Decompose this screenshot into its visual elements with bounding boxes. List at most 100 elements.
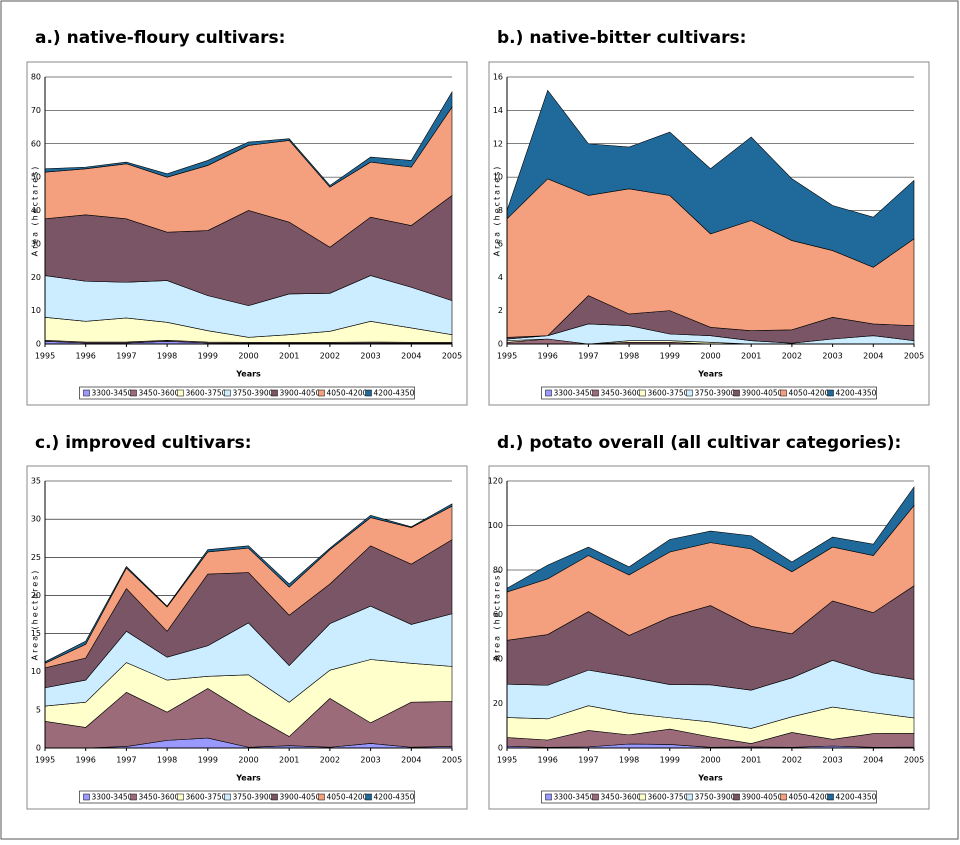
legend-swatch <box>318 793 325 801</box>
legend-swatch <box>177 793 184 801</box>
x-tick-label: 1998 <box>619 756 639 765</box>
y-tick-label: 50 <box>31 173 41 182</box>
x-axis-label: Years <box>235 370 261 379</box>
x-tick-label: 1999 <box>660 756 680 765</box>
legend-label: 4200-4350 <box>836 793 877 802</box>
legend-swatch <box>318 389 325 397</box>
area-band <box>44 503 453 664</box>
legend-swatch <box>224 793 231 801</box>
legend-swatch <box>271 389 278 397</box>
x-tick-label: 1996 <box>76 352 96 361</box>
y-tick-label: 30 <box>31 239 41 248</box>
x-axis-label: Years <box>235 774 261 783</box>
legend-label: 3450-3600 <box>139 793 180 802</box>
y-tick-label: 30 <box>31 515 41 524</box>
x-tick-label: 2002 <box>320 756 340 765</box>
legend-label: 4200-4350 <box>374 389 415 398</box>
x-tick-label: 1997 <box>116 352 136 361</box>
x-tick-label: 2002 <box>782 352 802 361</box>
y-tick-label: 60 <box>493 610 503 619</box>
legend-swatch <box>83 389 90 397</box>
x-tick-label: 2001 <box>741 352 761 361</box>
legend-label: 3300-3450 <box>92 793 133 802</box>
x-tick-label: 1997 <box>116 756 136 765</box>
legend-label: 3750-3900 <box>695 793 736 802</box>
y-tick-label: 80 <box>493 566 503 575</box>
y-tick-label: 20 <box>493 699 503 708</box>
legend-label: 4050-4200 <box>789 793 830 802</box>
legend-swatch <box>545 389 552 397</box>
y-tick-label: 0 <box>36 744 41 753</box>
y-tick-label: 0 <box>498 340 503 349</box>
area-band <box>44 90 453 188</box>
legend-label: 3450-3600 <box>139 389 180 398</box>
x-tick-label: 2005 <box>904 352 924 361</box>
legend-label: 3600-3750 <box>186 793 227 802</box>
legend-swatch <box>780 389 787 397</box>
legend-swatch <box>686 793 693 801</box>
legend-swatch <box>780 793 787 801</box>
x-tick-label: 1998 <box>157 352 177 361</box>
x-tick-label: 1999 <box>198 756 218 765</box>
x-tick-label: 2000 <box>700 352 720 361</box>
area-band <box>506 486 915 593</box>
x-tick-label: 2004 <box>401 756 421 765</box>
x-tick-label: 1996 <box>76 756 96 765</box>
legend-swatch <box>827 793 834 801</box>
legend-box <box>541 386 877 400</box>
y-tick-label: 16 <box>493 73 503 82</box>
y-tick-label: 2 <box>498 306 503 315</box>
y-tick-label: 6 <box>498 239 503 248</box>
x-tick-label: 2003 <box>822 352 842 361</box>
y-tick-label: 35 <box>31 477 41 486</box>
x-tick-label: 2000 <box>238 352 258 361</box>
legend-swatch <box>130 793 137 801</box>
y-tick-label: 0 <box>498 744 503 753</box>
legend-label: 3600-3750 <box>648 793 689 802</box>
x-tick-label: 2005 <box>442 352 462 361</box>
x-tick-label: 1997 <box>578 352 598 361</box>
area-band <box>506 89 915 268</box>
y-tick-label: 60 <box>31 139 41 148</box>
panel-title: b.) native-bitter cultivars: <box>497 28 746 48</box>
y-tick-label: 10 <box>31 667 41 676</box>
x-axis-label: Years <box>697 774 723 783</box>
x-tick-label: 2002 <box>320 352 340 361</box>
legend-swatch <box>639 793 646 801</box>
y-axis-label: Area (hectares) <box>493 569 502 661</box>
panel-title: a.) native-floury cultivars: <box>35 28 285 48</box>
x-tick-label: 2002 <box>782 756 802 765</box>
x-tick-label: 2004 <box>863 756 883 765</box>
x-tick-label: 2000 <box>238 756 258 765</box>
x-tick-label: 2004 <box>863 352 883 361</box>
legend-swatch <box>365 389 372 397</box>
y-tick-label: 15 <box>31 629 41 638</box>
x-tick-label: 2003 <box>360 756 380 765</box>
y-tick-label: 40 <box>493 655 503 664</box>
x-tick-label: 1995 <box>35 756 55 765</box>
x-tick-label: 1995 <box>497 756 517 765</box>
x-tick-label: 1996 <box>538 756 558 765</box>
x-tick-label: 2005 <box>442 756 462 765</box>
x-tick-label: 1999 <box>660 352 680 361</box>
y-tick-label: 70 <box>31 106 41 115</box>
legend-label: 3600-3750 <box>186 389 227 398</box>
legend-swatch <box>639 389 646 397</box>
x-tick-label: 2004 <box>401 352 421 361</box>
legend-label: 4050-4200 <box>789 389 830 398</box>
y-tick-label: 40 <box>31 206 41 215</box>
legend-swatch <box>365 793 372 801</box>
x-tick-label: 1998 <box>157 756 177 765</box>
legend-label: 4200-4350 <box>836 389 877 398</box>
x-tick-label: 1997 <box>578 756 598 765</box>
legend-box <box>79 386 415 400</box>
x-tick-label: 2003 <box>360 352 380 361</box>
legend-label: 3300-3450 <box>92 389 133 398</box>
y-tick-label: 14 <box>493 106 503 115</box>
y-tick-label: 20 <box>31 273 41 282</box>
legend-swatch <box>224 389 231 397</box>
legend-swatch <box>177 389 184 397</box>
y-tick-label: 10 <box>493 173 503 182</box>
y-tick-label: 0 <box>36 340 41 349</box>
